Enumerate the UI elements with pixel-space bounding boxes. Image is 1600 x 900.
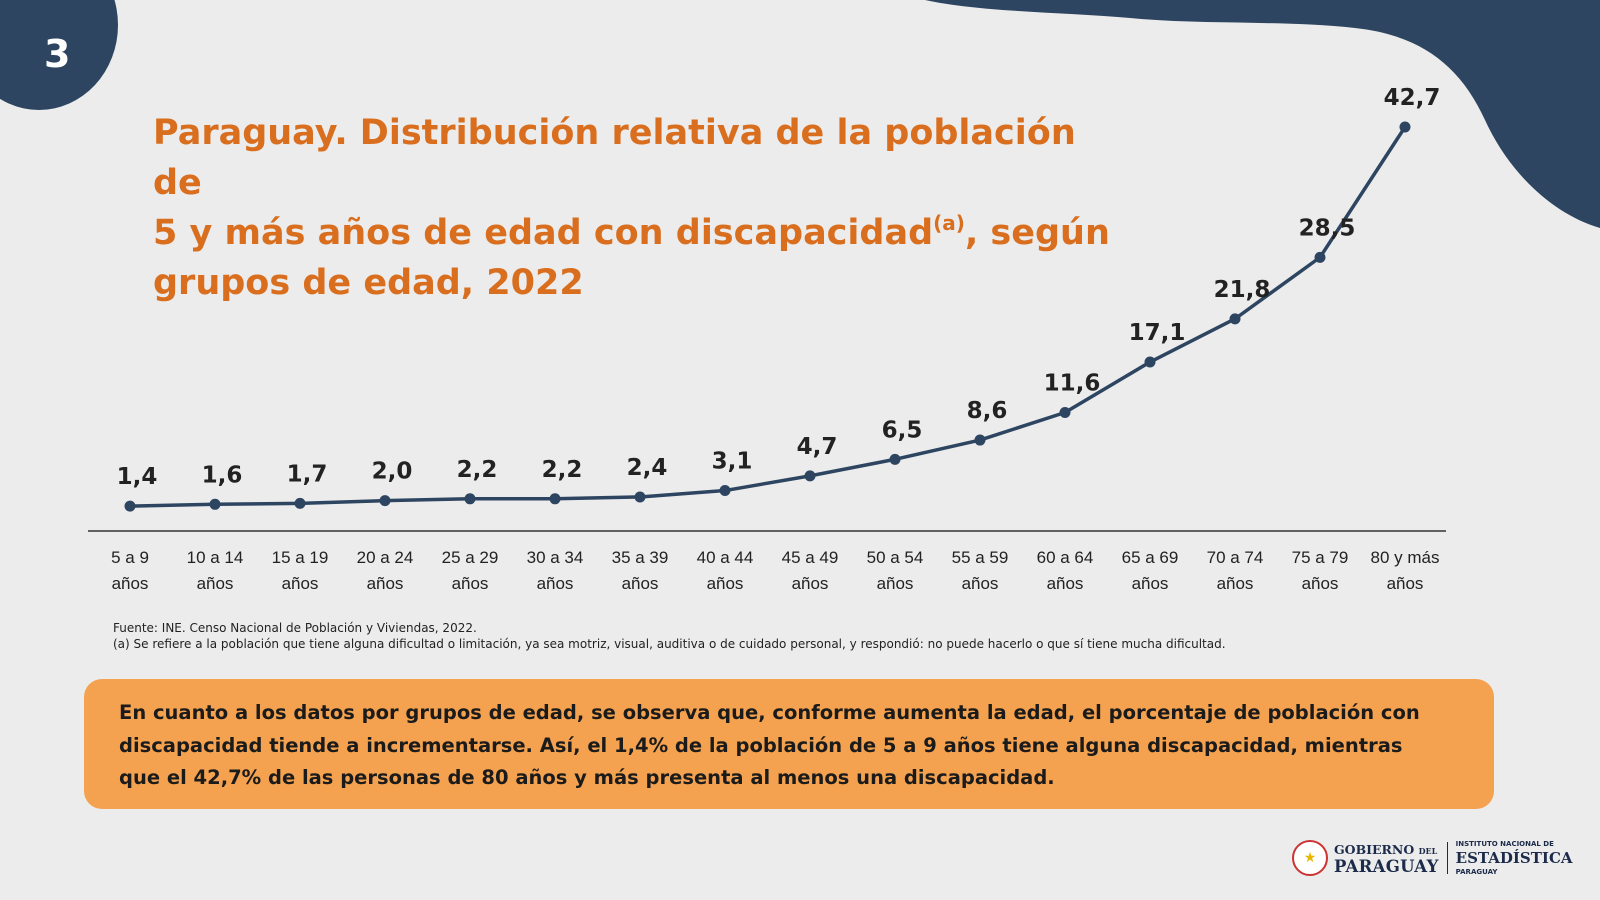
- tick-label: 45 a 49: [782, 548, 839, 567]
- title-line-1: Paraguay. Distribución relativa de la po…: [153, 113, 1076, 203]
- summary-text: En cuanto a los datos por grupos de edad…: [119, 701, 1420, 789]
- tick-label: 50 a 54: [867, 548, 924, 567]
- tick-label: años: [962, 574, 999, 593]
- data-label: 4,7: [797, 434, 838, 460]
- title-line-3: grupos de edad, 2022: [153, 263, 584, 303]
- tick-label: años: [452, 574, 489, 593]
- tick-label: años: [282, 574, 319, 593]
- chart-title: Paraguay. Distribución relativa de la po…: [153, 108, 1113, 308]
- source-note: Fuente: INE. Censo Nacional de Población…: [113, 620, 1393, 652]
- tick-label: años: [707, 574, 744, 593]
- tick-label: 10 a 14: [187, 548, 244, 567]
- data-label: 8,6: [967, 398, 1008, 424]
- title-line-2: 5 y más años de edad con discapacidad(a)…: [153, 211, 1110, 253]
- tick-label: 80 y más: [1371, 548, 1440, 567]
- tick-label: 30 a 34: [527, 548, 584, 567]
- tick-label: años: [1387, 574, 1424, 593]
- data-point: [634, 491, 646, 503]
- tick-label: años: [1132, 574, 1169, 593]
- data-point: [294, 497, 306, 509]
- tick-label: años: [112, 574, 149, 593]
- summary-box: En cuanto a los datos por grupos de edad…: [84, 679, 1494, 809]
- data-label: 1,7: [287, 461, 328, 487]
- data-label: 2,0: [372, 459, 413, 485]
- source-line: Fuente: INE. Censo Nacional de Población…: [113, 621, 477, 635]
- data-point: [889, 453, 901, 465]
- gobierno-seal-icon: ★: [1292, 840, 1328, 876]
- data-point: [974, 434, 986, 446]
- logo-divider: [1446, 842, 1448, 874]
- tick-label: años: [537, 574, 574, 593]
- data-label: 2,4: [627, 455, 668, 481]
- data-point: [209, 498, 221, 510]
- corner-blob-right: [900, 0, 1600, 228]
- tick-label: años: [1217, 574, 1254, 593]
- footnote-line: (a) Se refiere a la población que tiene …: [113, 637, 1226, 651]
- data-label: 2,2: [542, 457, 583, 483]
- data-point: [549, 493, 561, 505]
- tick-label: años: [1047, 574, 1084, 593]
- tick-label: 15 a 19: [272, 548, 329, 567]
- data-point: [1314, 251, 1326, 263]
- data-point: [1399, 121, 1411, 133]
- tick-label: años: [792, 574, 829, 593]
- data-label: 21,8: [1214, 277, 1271, 303]
- data-label: 3,1: [712, 449, 753, 475]
- gobierno-logo: GOBIERNO DEL PARAGUAY: [1334, 842, 1439, 876]
- tick-label: 5 a 9: [111, 548, 149, 567]
- tick-label: 20 a 24: [357, 548, 414, 567]
- data-point: [1229, 313, 1241, 325]
- page-number: 3: [44, 32, 71, 76]
- tick-label: 70 a 74: [1207, 548, 1264, 567]
- line-chart: 1,4 1,6 1,7 2,0 2,2 2,2 2,4 3,1 4,7 6,5 8,6 11,6 17,…: [88, 85, 1446, 593]
- data-label: 2,2: [457, 457, 498, 483]
- data-point: [1144, 356, 1156, 368]
- tick-label: 40 a 44: [697, 548, 754, 567]
- data-point: [124, 500, 136, 512]
- ine-logo: INSTITUTO NACIONAL DE ESTADÍSTICA PARAGU…: [1455, 839, 1573, 876]
- data-label: 17,1: [1129, 320, 1186, 346]
- tick-label: 65 a 69: [1122, 548, 1179, 567]
- tick-label: años: [197, 574, 234, 593]
- tick-label: años: [622, 574, 659, 593]
- tick-label: años: [1302, 574, 1339, 593]
- data-point: [719, 485, 731, 497]
- tick-label: 60 a 64: [1037, 548, 1094, 567]
- data-point: [379, 495, 391, 507]
- data-point: [1059, 407, 1071, 419]
- tick-label: 55 a 59: [952, 548, 1009, 567]
- tick-label: años: [367, 574, 404, 593]
- data-label: 1,6: [202, 462, 243, 488]
- footer-logos: ★ GOBIERNO DEL PARAGUAY INSTITUTO NACION…: [1292, 838, 1582, 878]
- data-label: 11,6: [1044, 371, 1101, 397]
- data-label: 6,5: [882, 417, 923, 443]
- tick-label: años: [877, 574, 914, 593]
- tick-label: 25 a 29: [442, 548, 499, 567]
- tick-label: 35 a 39: [612, 548, 669, 567]
- data-point: [464, 493, 476, 505]
- series-line: [129, 126, 1407, 508]
- data-point: [804, 470, 816, 482]
- data-label: 1,4: [117, 464, 158, 490]
- title-superscript: (a): [933, 211, 965, 235]
- data-label: 28,5: [1299, 215, 1356, 241]
- tick-label: 75 a 79: [1292, 548, 1349, 567]
- data-label: 42,7: [1384, 85, 1441, 111]
